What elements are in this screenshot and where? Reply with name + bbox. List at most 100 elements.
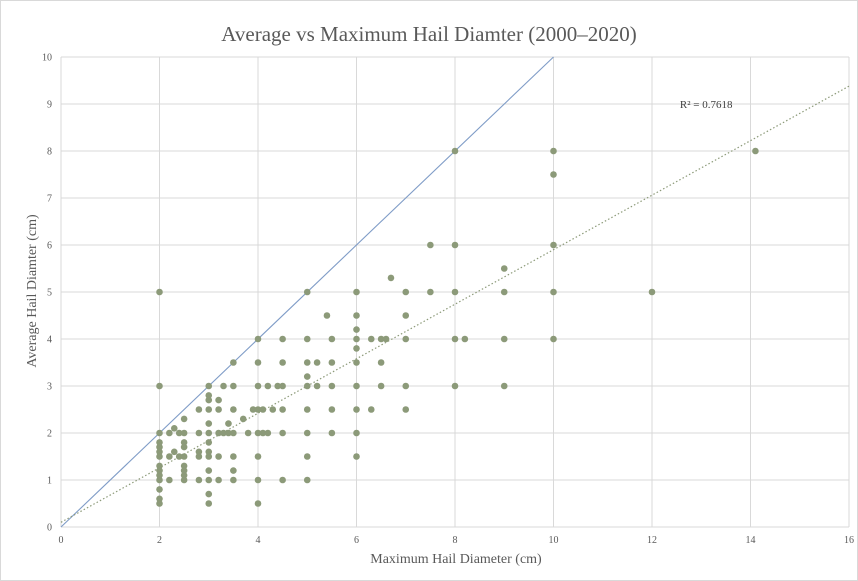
data-point xyxy=(259,429,267,437)
data-point xyxy=(402,312,410,319)
data-point xyxy=(239,415,247,423)
data-point xyxy=(451,335,459,343)
data-point xyxy=(195,453,203,460)
data-point xyxy=(353,288,360,296)
data-point xyxy=(377,335,385,343)
data-point xyxy=(264,429,272,437)
data-point xyxy=(353,406,360,413)
data-point xyxy=(353,345,360,352)
data-point xyxy=(156,495,163,503)
data-point xyxy=(367,406,375,413)
y-tick-label: 3 xyxy=(47,382,52,393)
x-tick-label: 10 xyxy=(549,535,559,546)
data-point xyxy=(156,500,163,507)
data-point xyxy=(279,476,286,484)
x-axis-title: Maximum Hail Diameter (cm) xyxy=(370,552,542,567)
y-tick-label: 6 xyxy=(47,241,52,252)
data-point xyxy=(254,453,262,460)
data-point xyxy=(500,265,508,272)
y-axis-title: Average Hail Diamter (cm) xyxy=(25,214,40,368)
data-point xyxy=(303,335,311,343)
data-point xyxy=(156,467,163,474)
data-point xyxy=(353,326,360,333)
data-point xyxy=(353,453,360,460)
data-point xyxy=(451,382,459,390)
data-point xyxy=(215,476,222,484)
data-point xyxy=(156,443,163,451)
data-point xyxy=(254,429,262,437)
data-point xyxy=(156,476,163,484)
data-point xyxy=(205,467,213,474)
data-point xyxy=(461,335,469,343)
data-point xyxy=(303,476,311,484)
data-point xyxy=(303,373,311,380)
data-point xyxy=(550,147,557,155)
data-point xyxy=(156,382,163,390)
data-point xyxy=(254,476,262,484)
data-point xyxy=(254,382,262,390)
r-squared-annotation: R² = 0.7618 xyxy=(680,99,733,111)
data-point xyxy=(180,415,188,423)
data-point xyxy=(550,288,557,296)
data-point xyxy=(205,439,213,446)
data-point xyxy=(244,429,252,437)
data-point xyxy=(195,448,203,456)
data-point xyxy=(205,476,213,484)
data-point xyxy=(230,406,237,413)
data-point xyxy=(205,420,213,427)
y-tick-label: 5 xyxy=(47,288,52,299)
data-point xyxy=(323,312,331,319)
data-point xyxy=(205,406,213,413)
data-point xyxy=(328,335,336,343)
y-tick-label: 7 xyxy=(47,194,52,205)
data-point xyxy=(180,462,188,470)
data-point xyxy=(402,406,410,413)
data-point xyxy=(382,335,390,343)
x-tick-label: 14 xyxy=(746,535,756,546)
data-point xyxy=(175,429,183,437)
data-point xyxy=(254,500,262,507)
data-point xyxy=(274,382,282,390)
data-point xyxy=(500,335,508,343)
data-point xyxy=(156,429,163,437)
y-tick-label: 9 xyxy=(47,100,52,111)
data-point xyxy=(205,392,213,399)
data-point xyxy=(279,382,286,390)
data-point xyxy=(205,490,213,498)
data-point xyxy=(269,406,277,413)
x-tick-label: 0 xyxy=(59,535,64,546)
data-point xyxy=(225,429,232,437)
data-point xyxy=(215,396,222,404)
data-point xyxy=(215,406,222,413)
data-point xyxy=(259,406,267,413)
data-point xyxy=(180,476,188,484)
data-point xyxy=(303,429,311,437)
data-point xyxy=(205,429,213,437)
x-tick-label: 16 xyxy=(844,535,854,546)
data-point xyxy=(328,359,336,366)
data-point xyxy=(166,429,173,437)
data-point xyxy=(230,467,237,474)
data-point xyxy=(500,382,508,390)
data-point xyxy=(303,359,311,366)
chart-title: Average vs Maximum Hail Diamter (2000–20… xyxy=(221,22,636,46)
data-point xyxy=(180,439,188,446)
x-tick-label: 12 xyxy=(647,535,657,546)
data-point xyxy=(550,335,557,343)
data-point xyxy=(195,476,203,484)
data-point xyxy=(205,500,213,507)
data-point xyxy=(156,472,163,479)
y-tick-label: 2 xyxy=(47,429,52,440)
data-point xyxy=(220,429,227,437)
data-point xyxy=(249,406,257,413)
y-tick-label: 8 xyxy=(47,147,52,158)
data-point xyxy=(230,476,237,484)
data-point xyxy=(205,448,213,456)
data-point xyxy=(303,288,311,296)
data-point xyxy=(550,241,557,249)
data-point xyxy=(451,241,459,249)
data-point xyxy=(205,382,213,390)
data-point xyxy=(328,429,336,437)
